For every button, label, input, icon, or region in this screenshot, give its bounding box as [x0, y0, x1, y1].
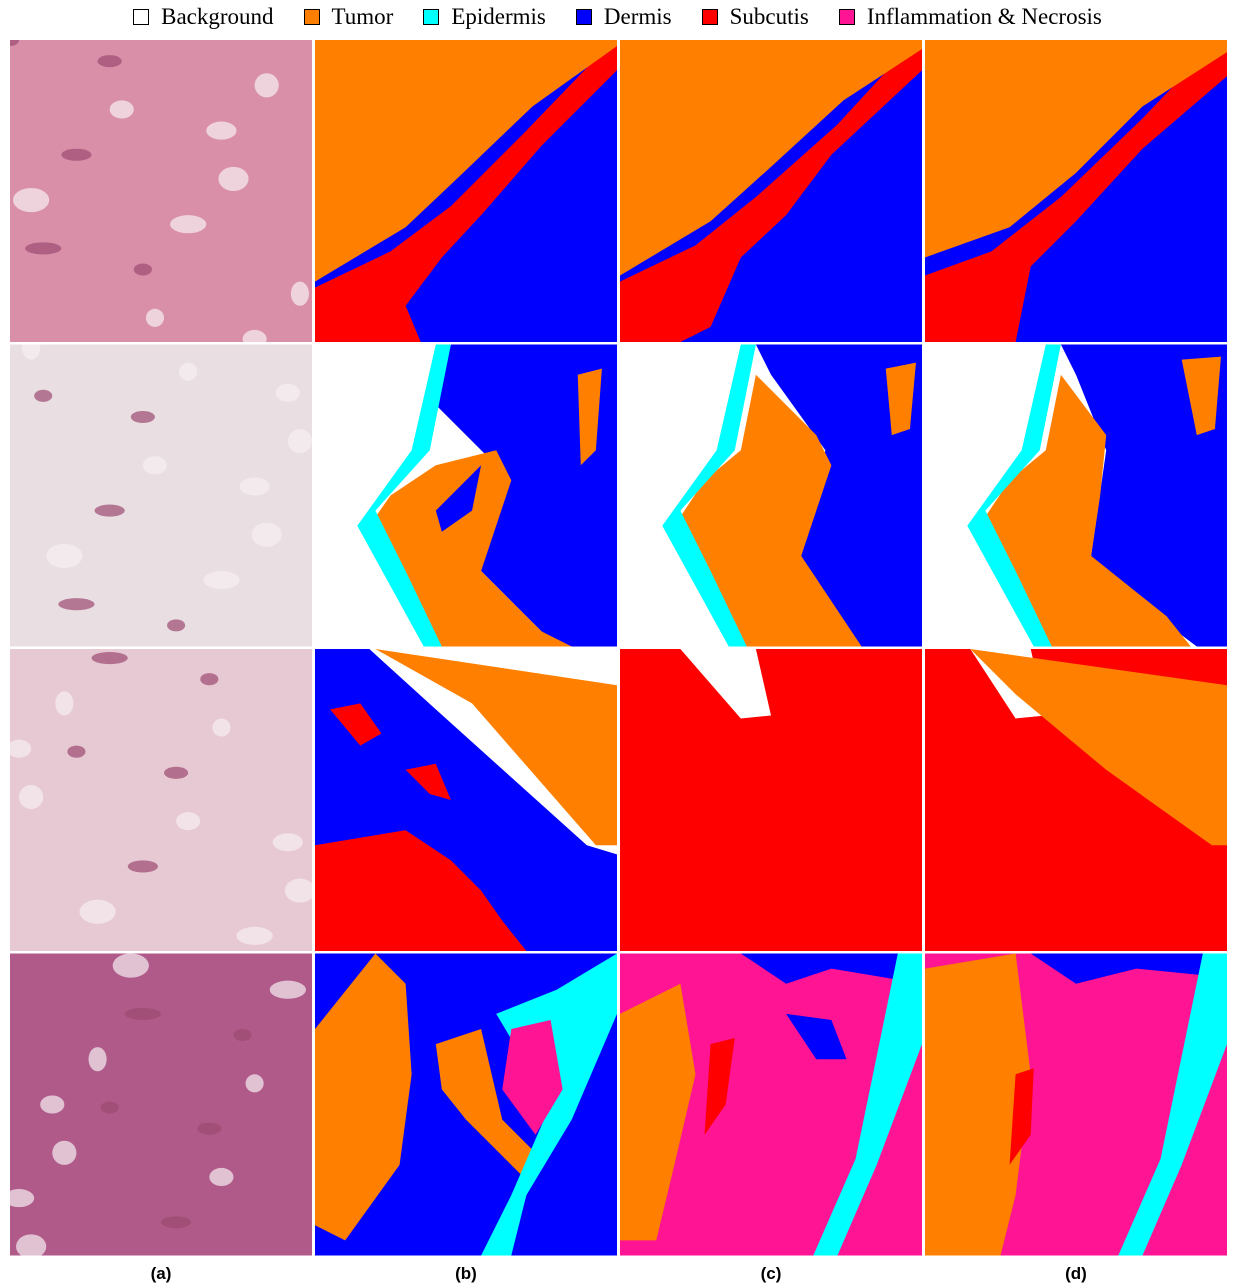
- tissue-detail: [58, 598, 94, 610]
- legend-item: Subcutis: [702, 4, 809, 30]
- tissue-detail: [34, 390, 52, 402]
- tissue-detail: [237, 927, 273, 945]
- tissue-detail: [131, 411, 155, 423]
- tissue-detail: [179, 363, 197, 381]
- tissue-detail: [128, 860, 158, 872]
- legend-label: Inflammation & Necrosis: [867, 4, 1102, 30]
- tissue-detail: [206, 122, 236, 140]
- tissue-detail: [134, 263, 152, 275]
- tissue-detail: [197, 1123, 221, 1135]
- column-label: (b): [315, 1264, 617, 1284]
- tissue-detail: [101, 1101, 119, 1113]
- segmentation-map: [620, 345, 922, 647]
- tissue-detail: [212, 718, 230, 736]
- tissue-detail: [288, 429, 312, 453]
- tissue-detail: [67, 746, 85, 758]
- tissue: [10, 649, 312, 951]
- segmentation-map: [925, 649, 1227, 951]
- column-label: (a): [10, 1264, 312, 1284]
- tissue-detail: [273, 833, 303, 851]
- tissue-detail: [113, 954, 149, 978]
- tissue-detail: [164, 767, 188, 779]
- tissue-detail: [252, 523, 282, 547]
- column-label: (c): [620, 1264, 922, 1284]
- tissue-detail: [161, 1216, 191, 1228]
- legend-label: Epidermis: [451, 4, 546, 30]
- tissue-detail: [285, 879, 315, 903]
- tissue-detail: [233, 1029, 251, 1041]
- legend-swatch: [839, 9, 855, 25]
- tissue-detail: [176, 812, 200, 830]
- tissue-detail: [276, 384, 300, 402]
- legend-item: Background: [133, 4, 273, 30]
- tissue-detail: [92, 652, 128, 664]
- segmentation-map: [925, 345, 1227, 647]
- legend-item: Epidermis: [423, 4, 546, 30]
- tissue-detail: [246, 1074, 264, 1092]
- column-label: (d): [925, 1264, 1227, 1284]
- segmentation-map: [315, 954, 617, 1256]
- histology-image: [10, 40, 312, 348]
- legend-label: Dermis: [604, 4, 672, 30]
- tissue-detail: [203, 571, 239, 589]
- segmentation-map: [315, 40, 617, 342]
- legend: Background Tumor Epidermis Dermis Subcutis In…: [0, 4, 1235, 30]
- legend-swatch: [133, 9, 149, 25]
- histology-image: [10, 649, 315, 951]
- tissue-detail: [143, 456, 167, 474]
- tissue-detail: [270, 981, 306, 999]
- legend-item: Inflammation & Necrosis: [839, 4, 1102, 30]
- tissue-detail: [79, 900, 115, 924]
- tissue-detail: [52, 1141, 76, 1165]
- tissue-detail: [13, 188, 49, 212]
- segmentation-map: [620, 649, 922, 951]
- tissue-detail: [95, 505, 125, 517]
- histology-image: [10, 335, 312, 646]
- segmentation-map: [925, 954, 1227, 1256]
- tissue-detail: [125, 1008, 161, 1020]
- tissue-detail: [200, 673, 218, 685]
- tissue-detail: [240, 477, 270, 495]
- tissue-detail: [218, 167, 248, 191]
- tissue-detail: [55, 691, 73, 715]
- tissue-detail: [61, 149, 91, 161]
- tissue: [10, 345, 312, 647]
- segmentation-map: [315, 345, 617, 647]
- page: Background Tumor Epidermis Dermis Subcutis In…: [0, 0, 1235, 1287]
- legend-item: Tumor: [304, 4, 394, 30]
- legend-label: Tumor: [332, 4, 394, 30]
- tissue-detail: [291, 282, 309, 306]
- legend-swatch: [423, 9, 439, 25]
- tissue-detail: [89, 1047, 107, 1071]
- segmentation-map: [620, 40, 922, 342]
- legend-label: Subcutis: [730, 4, 809, 30]
- tissue-detail: [46, 544, 82, 568]
- tissue-detail: [146, 309, 164, 327]
- tissue-detail: [16, 1234, 46, 1258]
- legend-swatch: [576, 9, 592, 25]
- tissue-detail: [25, 242, 61, 254]
- legend-item: Dermis: [576, 4, 672, 30]
- region: [620, 649, 922, 951]
- segmentation-map: [620, 954, 922, 1256]
- legend-swatch: [702, 9, 718, 25]
- tissue-detail: [255, 73, 279, 97]
- legend-label: Background: [161, 4, 273, 30]
- histology-image: [10, 954, 312, 1259]
- tissue-detail: [110, 100, 134, 118]
- segmentation-map: [315, 649, 617, 951]
- figure-grid: [10, 40, 1230, 1258]
- tissue-detail: [170, 215, 206, 233]
- tissue-detail: [19, 785, 43, 809]
- tissue-detail: [98, 55, 122, 67]
- legend-swatch: [304, 9, 320, 25]
- tissue-detail: [40, 1095, 64, 1113]
- segmentation-map: [925, 40, 1227, 342]
- tissue-detail: [209, 1168, 233, 1186]
- tissue-detail: [167, 619, 185, 631]
